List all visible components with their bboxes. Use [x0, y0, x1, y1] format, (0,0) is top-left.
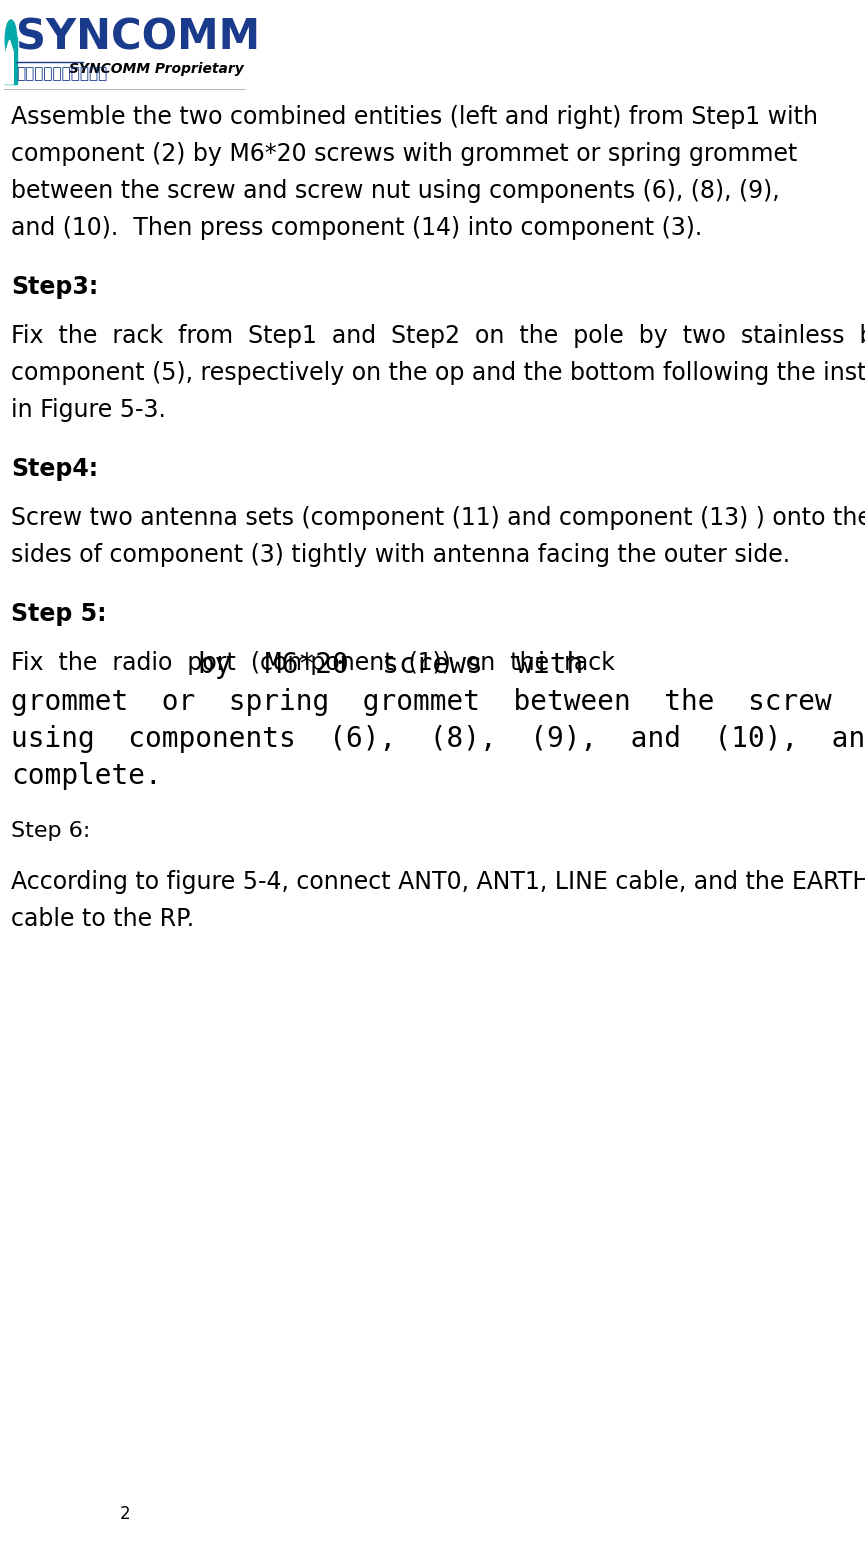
Text: complete.: complete.: [11, 762, 162, 790]
Text: SYNCOMM Proprietary: SYNCOMM Proprietary: [69, 62, 244, 76]
Polygon shape: [6, 51, 13, 84]
Text: Assemble the two combined entities (left and right) from Step1 with: Assemble the two combined entities (left…: [11, 104, 818, 129]
Text: by  M6*20  screws  with: by M6*20 screws with: [198, 651, 583, 679]
Text: Step4:: Step4:: [11, 456, 98, 481]
Text: Step 5:: Step 5:: [11, 601, 106, 626]
Text: 凌源通訊股份有限公司: 凌源通訊股份有限公司: [16, 65, 108, 81]
Text: cable to the RP.: cable to the RP.: [11, 907, 194, 932]
Text: using  components  (6),  (8),  (9),  and  (10),  and  the  installation  is: using components (6), (8), (9), and (10)…: [11, 724, 865, 753]
Text: Fix  the  radio  port  (component  (1))  on  the  rack: Fix the radio port (component (1)) on th…: [11, 651, 630, 675]
Circle shape: [5, 20, 16, 61]
Text: Screw two antenna sets (component (11) and component (13) ) onto the two: Screw two antenna sets (component (11) a…: [11, 506, 865, 530]
Text: According to figure 5-4, connect ANT0, ANT1, LINE cable, and the EARTH: According to figure 5-4, connect ANT0, A…: [11, 869, 865, 894]
Polygon shape: [6, 41, 13, 67]
Text: and (10).  Then press component (14) into component (3).: and (10). Then press component (14) into…: [11, 217, 702, 240]
Text: component (5), respectively on the op and the bottom following the instruction: component (5), respectively on the op an…: [11, 361, 865, 385]
Text: grommet  or  spring  grommet  between  the  screw  and  screw  nut: grommet or spring grommet between the sc…: [11, 689, 865, 717]
Text: SYNCOMM: SYNCOMM: [16, 17, 260, 59]
Text: Step 6:: Step 6:: [11, 821, 90, 841]
Text: in Figure 5-3.: in Figure 5-3.: [11, 397, 166, 422]
Text: 2: 2: [119, 1505, 130, 1524]
Text: between the screw and screw nut using components (6), (8), (9),: between the screw and screw nut using co…: [11, 179, 779, 203]
Text: sides of component (3) tightly with antenna facing the outer side.: sides of component (3) tightly with ante…: [11, 544, 790, 567]
Polygon shape: [5, 37, 16, 84]
Text: Fix  the  rack  from  Step1  and  Step2  on  the  pole  by  two  stainless  band: Fix the rack from Step1 and Step2 on the…: [11, 324, 865, 347]
Text: component (2) by M6*20 screws with grommet or spring grommet: component (2) by M6*20 screws with gromm…: [11, 142, 798, 167]
Text: Step3:: Step3:: [11, 276, 99, 299]
